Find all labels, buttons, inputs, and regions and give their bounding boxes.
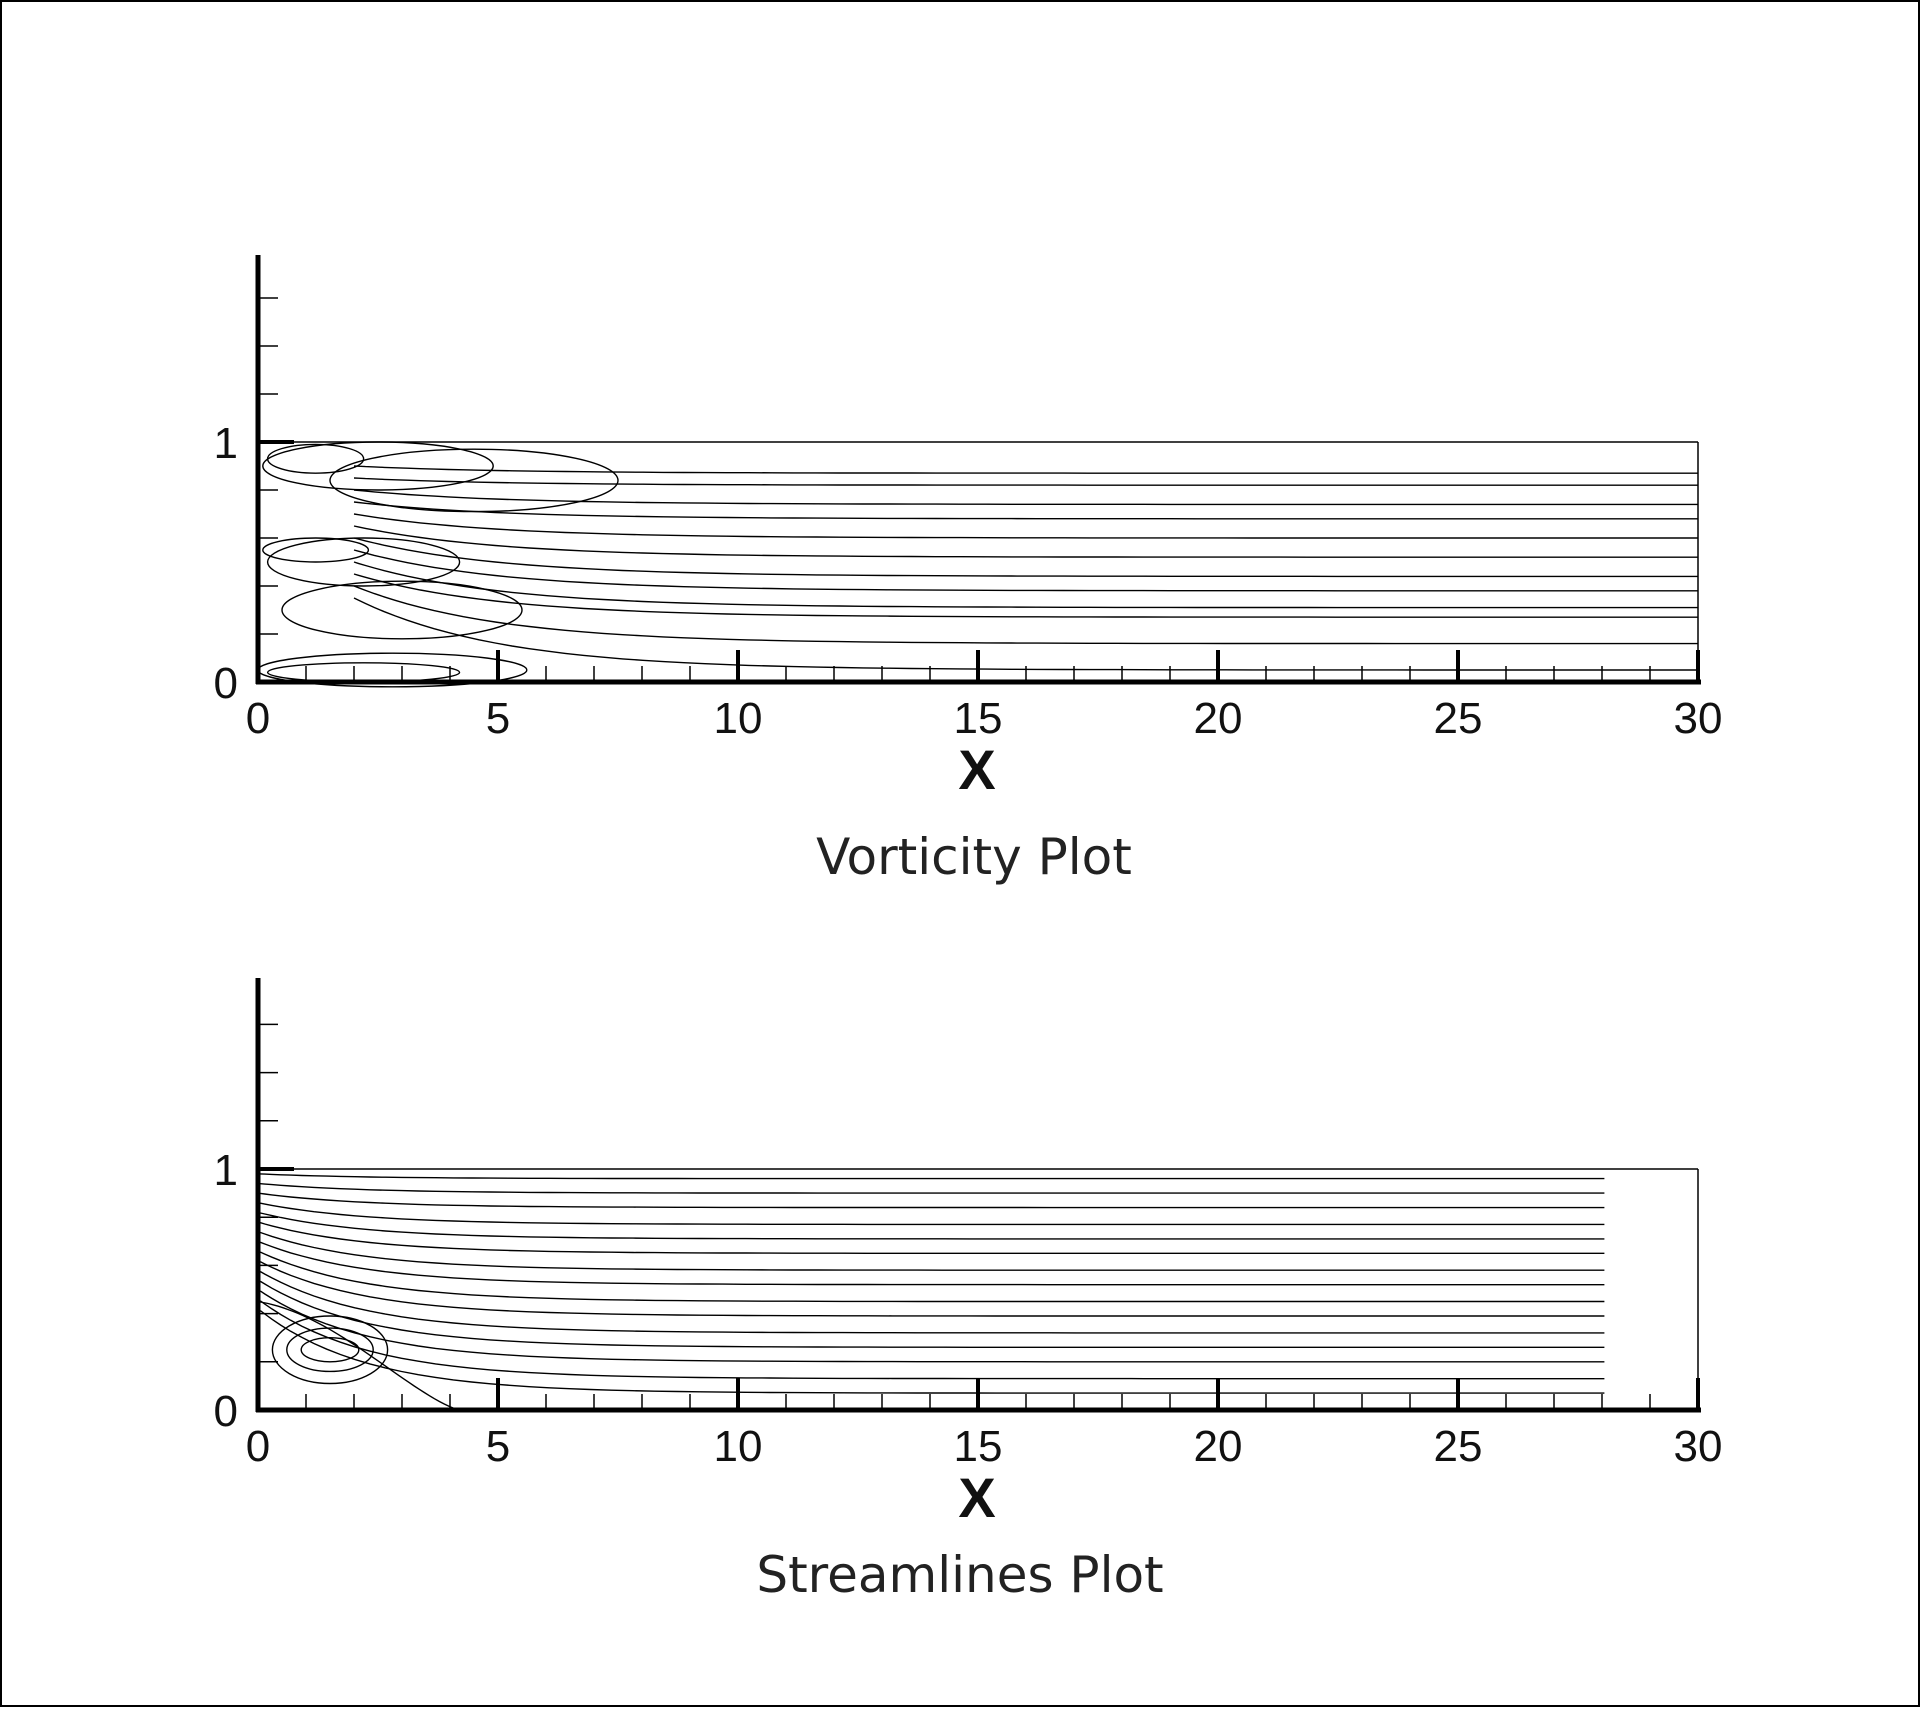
vorticity-lobe (329, 448, 619, 513)
streamline (260, 1251, 1605, 1303)
vorticity-lobe (262, 441, 494, 491)
recirculation-streamline (300, 1336, 360, 1363)
vorticity-lobe (266, 537, 461, 587)
vorticity-lobe (266, 662, 461, 683)
vorticity-panel: X Vorticity Plot 0 5 10 15 20 25 30 0 1 (214, 255, 1723, 886)
streamline (260, 1192, 1605, 1209)
x-tick-label: 10 (714, 694, 763, 743)
vorticity-contour (353, 537, 1698, 578)
x-tick-label: 10 (714, 1422, 763, 1471)
vorticity-contour (353, 525, 1698, 558)
x-tick-label: 15 (954, 694, 1003, 743)
streamline (260, 1222, 1605, 1254)
streamline (259, 1310, 1605, 1394)
streamline (260, 1270, 1605, 1334)
vorticity-contour (353, 573, 1698, 618)
vorticity-lobe (266, 443, 365, 474)
vorticity-contour (353, 477, 1698, 486)
vorticity-contour (353, 549, 1698, 592)
dividing-streamline (257, 1300, 460, 1411)
x-tick-label: 20 (1194, 1422, 1243, 1471)
streamline (260, 1212, 1605, 1240)
x-tick-label: 15 (954, 1422, 1003, 1471)
x-tick-label: 0 (246, 694, 270, 743)
x-tick-label: 5 (486, 694, 510, 743)
vorticity-lobe (257, 652, 528, 688)
vorticity-contour (353, 489, 1698, 506)
y-tick-label: 1 (214, 1146, 238, 1195)
recirculation-streamline (271, 1315, 389, 1385)
streamline (260, 1183, 1605, 1194)
x-tick-label: 25 (1434, 694, 1483, 743)
vorticity-contour (353, 597, 1698, 671)
streamline (260, 1202, 1605, 1226)
streamline (260, 1261, 1605, 1317)
streamlines-panel: X Streamlines Plot 0 5 10 15 20 25 30 0 1 (214, 978, 1723, 1604)
x-tick-label: 25 (1434, 1422, 1483, 1471)
vorticity-contour (353, 513, 1698, 539)
streamline (260, 1290, 1605, 1363)
x-tick-label: 30 (1674, 1422, 1723, 1471)
streamline (260, 1241, 1605, 1286)
contour-lines (257, 1173, 1605, 1411)
x-axis-title: X (958, 738, 995, 801)
x-tick-label: 0 (246, 1422, 270, 1471)
contour-lines (257, 441, 1698, 688)
recirculation-streamline (286, 1327, 374, 1373)
streamline (260, 1231, 1605, 1271)
vorticity-lobe (262, 537, 370, 563)
y-tick-label: 0 (214, 1387, 238, 1436)
vorticity-contour (353, 561, 1698, 609)
streamlines-caption: Streamlines Plot (756, 1546, 1163, 1604)
streamline (260, 1173, 1605, 1180)
vorticity-contour (353, 465, 1698, 474)
vorticity-caption: Vorticity Plot (816, 828, 1132, 886)
streamline (260, 1280, 1605, 1348)
vorticity-lobe (281, 580, 523, 640)
y-tick-label: 1 (214, 419, 238, 468)
streamline (259, 1300, 1605, 1380)
x-tick-label: 30 (1674, 694, 1723, 743)
x-tick-label: 5 (486, 1422, 510, 1471)
x-axis-title: X (958, 1466, 995, 1529)
vorticity-contour (353, 585, 1698, 645)
y-tick-label: 0 (214, 659, 238, 708)
x-tick-label: 20 (1194, 694, 1243, 743)
